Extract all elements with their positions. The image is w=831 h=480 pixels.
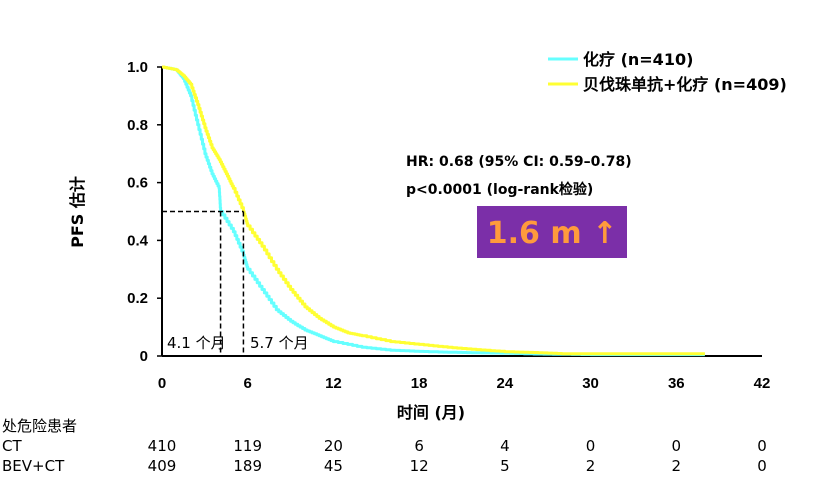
x-tick-label: 42 bbox=[754, 375, 771, 392]
survival-curves bbox=[162, 65, 705, 357]
y-tick-labels: 0 0.2 0.4 0.6 0.8 1.0 bbox=[127, 59, 149, 365]
risk-row-label-bev: BEV+CT bbox=[2, 457, 65, 475]
p-value-annotation: p<0.0001 (log-rank检验) bbox=[406, 181, 593, 198]
y-tick-label: 0.6 bbox=[127, 175, 148, 192]
legend-label-ct: 化疗 (n=410) bbox=[583, 50, 693, 69]
y-tick-label: 0.8 bbox=[127, 117, 148, 134]
improvement-badge: 1.6 m ↑ bbox=[477, 206, 627, 258]
risk-value: 0 bbox=[672, 437, 682, 455]
y-tick-label: 0 bbox=[140, 348, 148, 365]
risk-value: 45 bbox=[324, 457, 343, 475]
risk-row-label-ct: CT bbox=[2, 437, 22, 455]
risk-value: 410 bbox=[148, 437, 177, 455]
median-label-ct: 4.1 个月 bbox=[167, 334, 226, 352]
risk-value: 4 bbox=[500, 437, 510, 455]
badge-background bbox=[477, 206, 627, 258]
risk-value: 2 bbox=[586, 457, 596, 475]
risk-value: 20 bbox=[324, 437, 343, 455]
badge-text: 1.6 m ↑ bbox=[487, 216, 617, 251]
risk-value: 0 bbox=[757, 457, 767, 475]
risk-value: 119 bbox=[233, 437, 262, 455]
y-tick-label: 1.0 bbox=[127, 59, 148, 76]
risk-value: 6 bbox=[414, 437, 424, 455]
hr-annotation: HR: 0.68 (95% CI: 0.59–0.78) bbox=[406, 154, 632, 170]
risk-value: 189 bbox=[233, 457, 262, 475]
y-tick-marks bbox=[157, 66, 162, 357]
x-tick-label: 6 bbox=[244, 375, 252, 392]
y-axis-title: PFS 估计 bbox=[68, 176, 87, 248]
y-tick-label: 0.2 bbox=[127, 290, 148, 307]
risk-value: 5 bbox=[500, 457, 510, 475]
bev-ct-curve bbox=[162, 65, 705, 356]
x-tick-label: 30 bbox=[582, 375, 599, 392]
ct-curve bbox=[162, 65, 705, 357]
risk-value: 0 bbox=[757, 437, 767, 455]
x-tick-label: 12 bbox=[325, 375, 342, 392]
risk-table-title: 处危险患者 bbox=[2, 417, 77, 435]
x-axis-title: 时间 (月) bbox=[397, 403, 465, 422]
x-tick-label: 24 bbox=[497, 375, 514, 392]
risk-value: 409 bbox=[148, 457, 177, 475]
x-tick-labels: 0 6 12 18 24 30 36 42 bbox=[158, 375, 771, 392]
legend: 化疗 (n=410) 贝伐珠单抗+化疗 (n=409) bbox=[548, 50, 787, 94]
risk-value: 12 bbox=[410, 457, 429, 475]
x-tick-label: 36 bbox=[668, 375, 685, 392]
legend-label-bev: 贝伐珠单抗+化疗 (n=409) bbox=[583, 75, 787, 94]
risk-value: 2 bbox=[672, 457, 682, 475]
median-guides bbox=[162, 210, 245, 356]
x-tick-label: 18 bbox=[411, 375, 428, 392]
y-tick-label: 0.4 bbox=[127, 232, 149, 249]
x-tick-label: 0 bbox=[158, 375, 166, 392]
risk-value: 0 bbox=[586, 437, 596, 455]
median-label-bev: 5.7 个月 bbox=[250, 334, 309, 352]
